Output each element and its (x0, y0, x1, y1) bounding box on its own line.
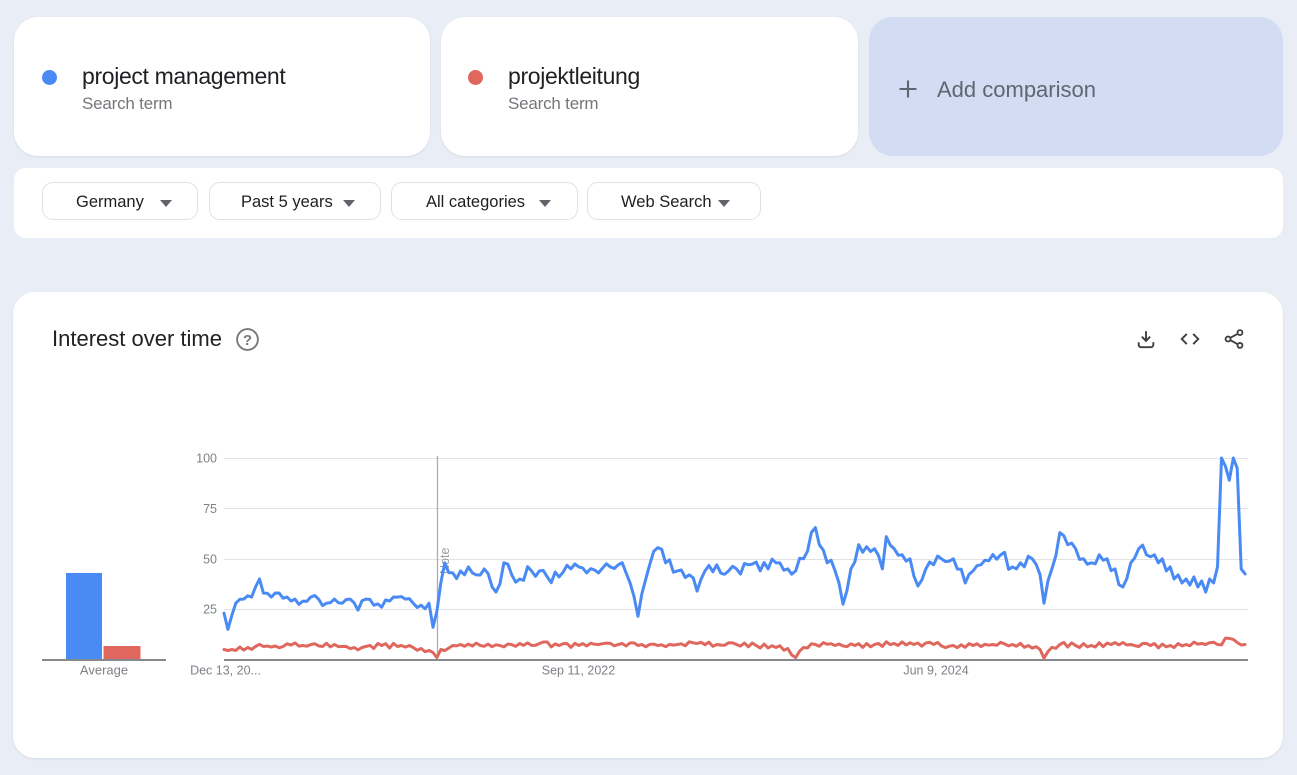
svg-text:100: 100 (196, 452, 217, 466)
svg-text:Jun 9, 2024: Jun 9, 2024 (903, 664, 968, 678)
svg-text:75: 75 (203, 502, 217, 516)
svg-text:50: 50 (203, 552, 217, 566)
svg-text:?: ? (243, 331, 252, 348)
svg-text:Average: Average (80, 663, 128, 678)
svg-text:Note: Note (438, 548, 452, 574)
svg-text:25: 25 (203, 603, 217, 617)
svg-text:Dec 13, 20...: Dec 13, 20... (190, 664, 261, 678)
svg-text:Sep 11, 2022: Sep 11, 2022 (542, 664, 615, 678)
